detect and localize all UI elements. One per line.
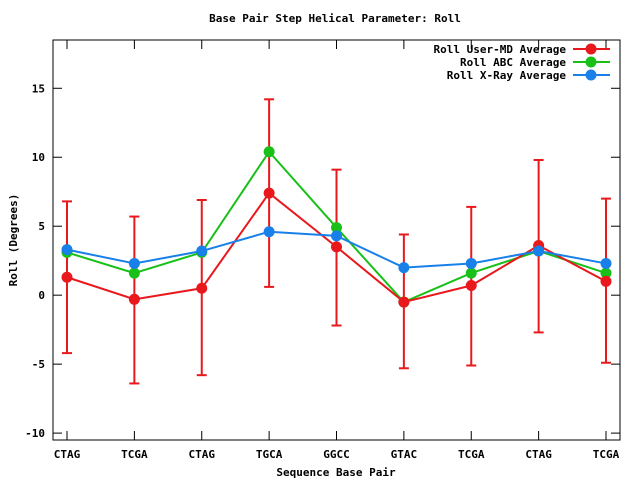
data-point-series-2 — [331, 230, 342, 242]
data-point-series-0 — [263, 187, 275, 199]
data-point-series-2 — [533, 245, 545, 257]
data-point-series-0 — [128, 293, 140, 305]
data-point-series-2 — [128, 257, 140, 269]
x-axis: CTAG TCGA CTAG TGCA GGCC GTAC TCGA CTAG TCGA — [54, 40, 620, 461]
x-axis-label: Sequence Base Pair — [276, 466, 396, 479]
x-tick-label: TCGA — [121, 448, 148, 461]
legend-label: Roll User-MD Average — [434, 43, 567, 56]
data-point-series-2 — [465, 257, 477, 269]
data-point-series-2 — [398, 262, 410, 274]
y-tick-label: -10 — [25, 427, 45, 440]
data-point-series-1 — [128, 267, 140, 279]
data-point-series-1 — [331, 222, 342, 234]
plot-area — [61, 98, 612, 385]
legend-label: Roll ABC Average — [460, 56, 566, 69]
x-tick-label: TCGA — [593, 448, 620, 461]
legend-label: Roll X-Ray Average — [447, 69, 567, 82]
legend-swatch-marker — [585, 69, 597, 81]
y-tick-label: -5 — [32, 358, 45, 371]
y-axis: -10 -5 0 5 10 15 — [25, 82, 620, 440]
x-tick-label: GTAC — [391, 448, 418, 461]
data-point-series-1 — [600, 267, 612, 279]
data-point-series-2 — [263, 226, 275, 238]
x-tick-label: CTAG — [525, 448, 552, 461]
data-point-series-1 — [263, 146, 275, 158]
chart-title: Base Pair Step Helical Parameter: Roll — [209, 12, 461, 25]
x-tick-label: TCGA — [458, 448, 485, 461]
y-tick-label: 5 — [38, 220, 45, 233]
y-axis-label: Roll (Degrees) — [7, 194, 20, 287]
x-tick-label: GGCC — [323, 448, 350, 461]
legend-item: Roll ABC Average — [460, 56, 610, 69]
x-tick-label: CTAG — [189, 448, 216, 461]
data-point-series-0 — [398, 296, 410, 308]
legend-swatch-marker — [585, 56, 597, 68]
data-point-series-2 — [600, 257, 612, 269]
data-point-series-0 — [61, 271, 73, 283]
data-point-series-1 — [465, 267, 477, 279]
data-point-series-2 — [61, 244, 73, 256]
y-tick-label: 15 — [32, 82, 45, 95]
x-tick-label: CTAG — [54, 448, 81, 461]
y-tick-label: 0 — [38, 289, 45, 302]
legend-item: Roll User-MD Average — [434, 43, 610, 56]
x-tick-label: TGCA — [256, 448, 283, 461]
data-point-series-2 — [196, 245, 208, 257]
data-point-series-0 — [196, 282, 208, 294]
data-point-series-0 — [331, 241, 342, 253]
y-tick-label: 10 — [32, 151, 45, 164]
legend-swatch-marker — [585, 43, 597, 55]
data-point-series-0 — [600, 275, 612, 287]
legend-item: Roll X-Ray Average — [447, 69, 610, 82]
data-point-series-0 — [465, 280, 477, 292]
